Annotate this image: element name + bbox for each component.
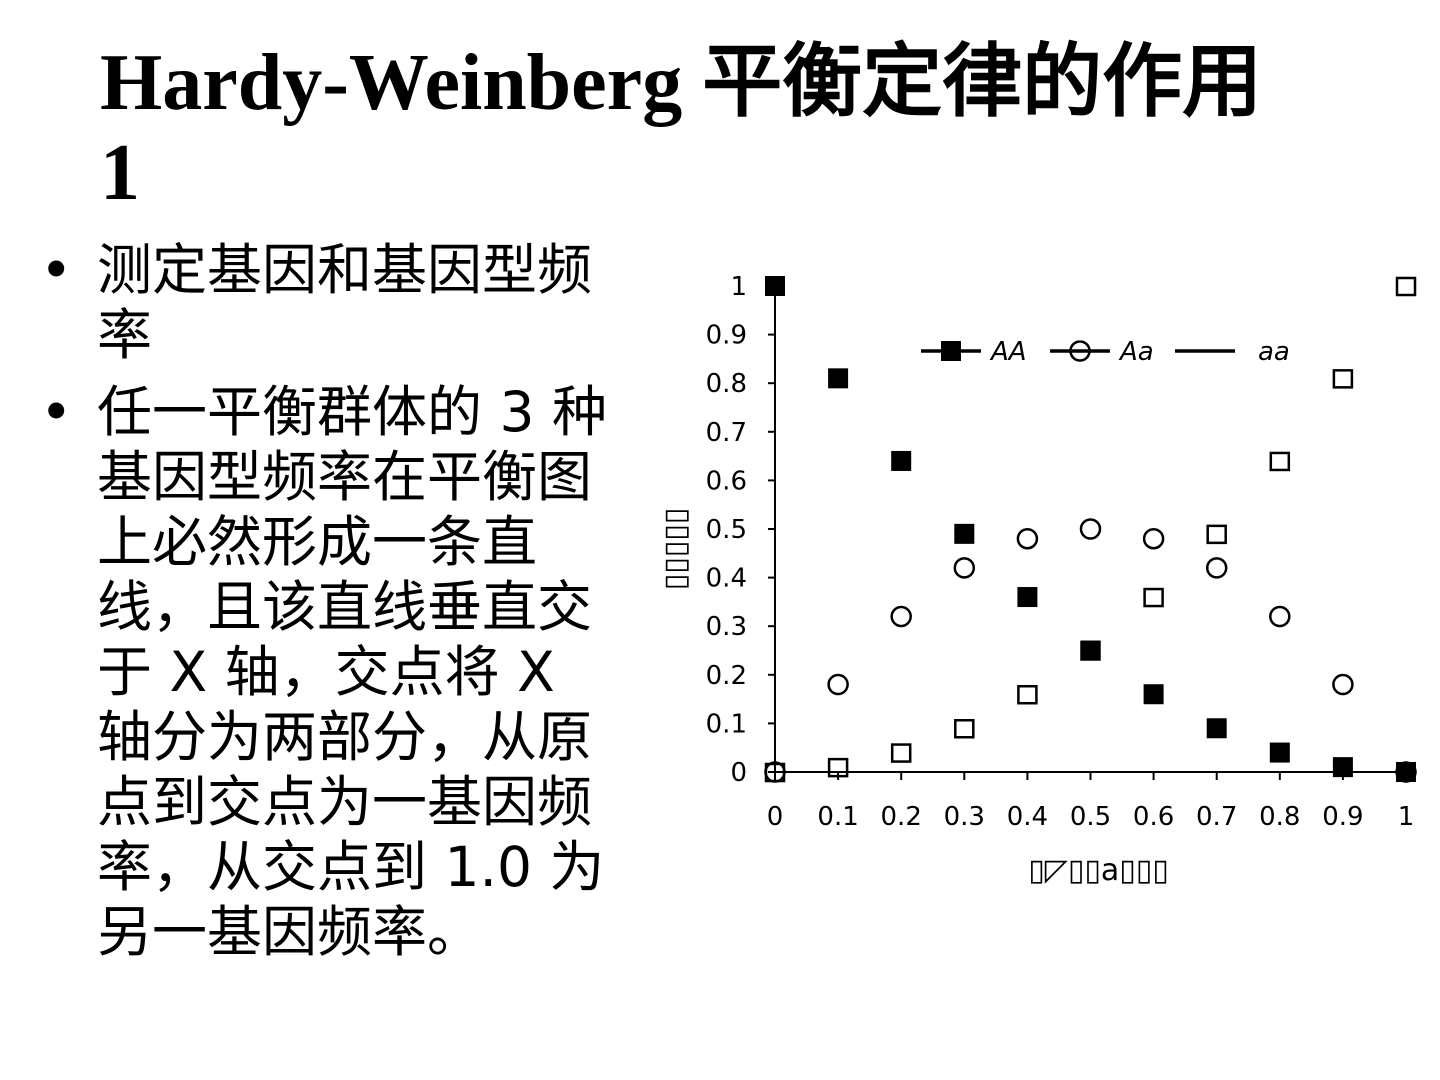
data-point-AA — [828, 368, 849, 389]
data-point-Aa — [890, 605, 912, 628]
data-point-aa — [1017, 684, 1038, 705]
slide-title: Hardy-Weinberg 平衡定律的作用 1 — [100, 39, 1263, 217]
genotype-frequency-chart: 0 0.1 0.2 0.3 0.4 0.5 0.6 0.7 0.8 0.9 1 0 0.1 0.2 0.3 0… — [658, 272, 1417, 888]
y-tick-label: 0.4 — [706, 564, 747, 594]
x-tick-label: 0.9 — [1322, 802, 1363, 832]
data-point-aa — [1080, 641, 1101, 661]
data-point-AA — [1396, 762, 1416, 782]
x-tick-label: 0.4 — [1007, 802, 1048, 832]
x-tick-label: 0.3 — [944, 802, 985, 832]
bullet-item: • 测定基因和基因型频率 — [40, 238, 610, 368]
data-point-AA — [1080, 640, 1101, 661]
data-point-aa — [827, 757, 849, 778]
data-point-aa — [1332, 369, 1354, 389]
x-tick-label: 0.7 — [1196, 802, 1237, 832]
legend-marker-Aa — [1069, 340, 1091, 362]
data-point-AA — [1332, 757, 1353, 778]
data-point-AA — [1143, 684, 1164, 705]
data-point-aa — [764, 762, 786, 783]
data-point-aa — [1269, 451, 1291, 472]
bullet-marker: • — [40, 380, 73, 444]
x-tick-label: 1 — [1398, 802, 1415, 832]
x-tick-label: 0 — [767, 802, 784, 832]
data-point-Aa — [1332, 673, 1354, 696]
data-point-AA — [954, 523, 975, 544]
y-tick-label: 0.8 — [706, 369, 747, 399]
data-point-Aa — [1269, 605, 1291, 628]
y-tick-label: 0.3 — [706, 612, 747, 642]
bullet-list: • 测定基因和基因型频率 • 任一平衡群体的 3 种基因型频率在平衡图上必然形成一条… — [40, 238, 610, 977]
bullet-marker: • — [40, 238, 73, 302]
data-point-AA — [1269, 742, 1290, 763]
data-point-aa — [1206, 524, 1227, 545]
data-point-Aa — [1395, 761, 1417, 783]
bullet-item: • 任一平衡群体的 3 种基因型频率在平衡图上必然形成一条直线，且该直线垂直交于 … — [40, 380, 610, 965]
y-axis-label: ▯▯▯▯▯ — [658, 508, 693, 591]
data-point-Aa — [1142, 527, 1165, 550]
data-point-aa — [1395, 276, 1417, 297]
x-tick-label: 0.5 — [1070, 802, 1111, 832]
legend-label-Aa: Aa — [1118, 337, 1154, 367]
data-point-AA — [1206, 718, 1227, 739]
x-tick-label: 0.1 — [817, 802, 858, 832]
y-tick-label: 1 — [730, 272, 747, 302]
x-tick-label: 0.6 — [1133, 802, 1174, 832]
legend-marker-AA — [941, 341, 961, 361]
data-point-Aa — [1079, 518, 1102, 540]
x-tick-label: 0.8 — [1259, 802, 1300, 832]
data-point-AA — [765, 276, 785, 296]
data-point-AA — [891, 450, 912, 471]
y-tick-label: 0.1 — [706, 709, 747, 739]
bullet-text: 任一平衡群体的 3 种基因型频率在平衡图上必然形成一条直线，且该直线垂直交于 X… — [97, 380, 607, 964]
data-point-Aa — [827, 673, 849, 696]
data-point-Aa — [953, 557, 976, 579]
data-point-aa — [1143, 587, 1164, 608]
y-tick-label: 0.5 — [706, 515, 747, 545]
data-point-Aa — [1205, 557, 1228, 579]
x-tick-label: 0.2 — [881, 802, 922, 832]
y-tick-label: 0.2 — [706, 661, 747, 691]
bullet-text: 测定基因和基因型频率 — [97, 238, 593, 367]
data-point-aa — [890, 743, 912, 763]
y-tick-label: 0.6 — [706, 466, 747, 496]
legend-label-aa: aa — [1258, 337, 1290, 367]
x-axis-label: ▯◸▯▯a▯▯▯ — [1028, 853, 1169, 888]
data-point-AA — [1017, 587, 1038, 608]
legend-label-AA: AA — [989, 337, 1027, 367]
data-point-aa — [954, 719, 975, 739]
y-tick-label: 0.9 — [706, 321, 747, 351]
y-tick-label: 0 — [730, 758, 747, 788]
data-point-Aa — [1016, 527, 1039, 550]
y-tick-label: 0.7 — [706, 418, 747, 448]
